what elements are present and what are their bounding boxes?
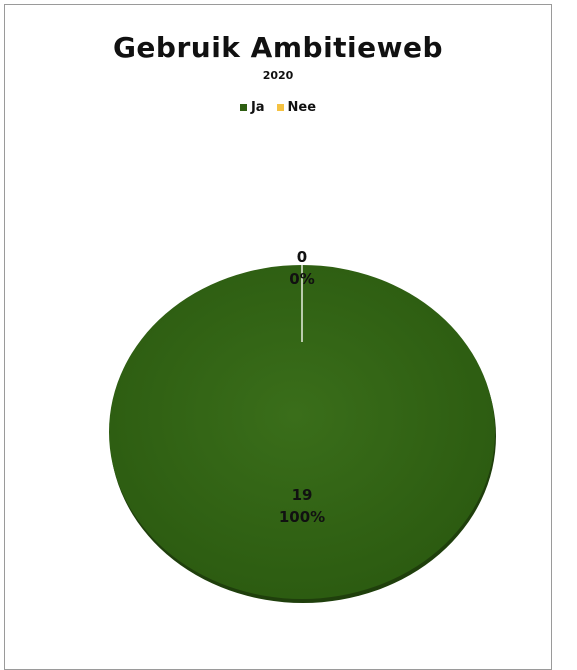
legend-swatch-nee xyxy=(276,104,284,111)
pie-labels: 19 100% 0 0% xyxy=(279,248,325,526)
legend-swatch-ja xyxy=(239,104,247,111)
pie-slice-ja xyxy=(109,265,495,599)
chart-subtitle: 2020 xyxy=(262,69,294,82)
legend-label-nee: Nee xyxy=(287,100,317,115)
legend-label-ja: Ja xyxy=(250,100,265,115)
pie-slices xyxy=(109,265,496,603)
data-label-ja-percent: 100% xyxy=(279,508,325,526)
data-label-ja-value: 19 xyxy=(292,486,313,504)
chart-legend: Ja Nee xyxy=(5,100,551,115)
legend-item-nee: Nee xyxy=(276,100,317,115)
data-label-nee-percent: 0% xyxy=(289,270,314,288)
chart-title: Gebruik Ambitieweb xyxy=(112,31,444,64)
data-label-nee-value: 0 xyxy=(297,248,307,266)
legend-item-ja: Ja xyxy=(239,100,265,115)
